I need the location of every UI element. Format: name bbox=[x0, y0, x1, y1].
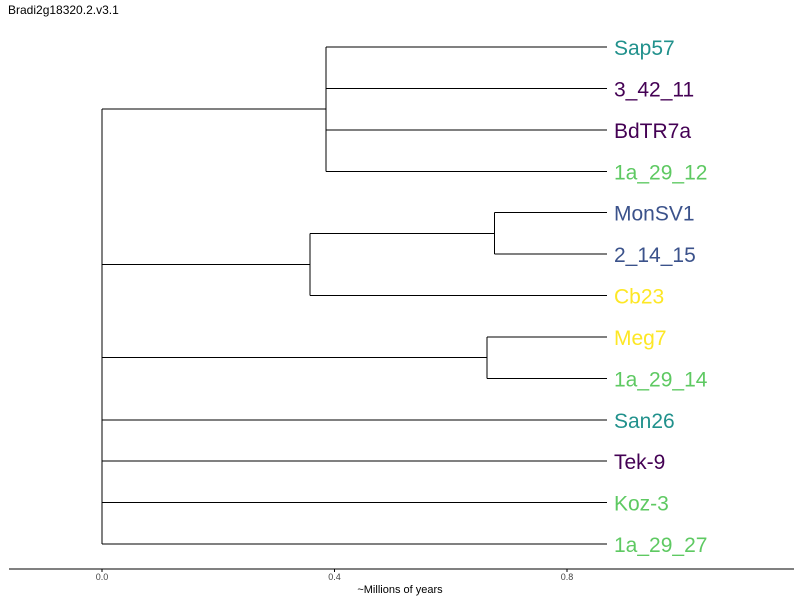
tip-labels: Sap57 3_42_11 BdTR7a 1a_29_12 MonSV1 2_14_15 C… bbox=[614, 37, 708, 557]
tip-label: Koz-3 bbox=[614, 493, 669, 516]
tree-title: Bradi2g18320.2.v3.1 bbox=[8, 3, 119, 17]
time-axis: 0.0 0.4 0.8 ~Millions of years bbox=[9, 568, 794, 596]
tip-label: Tek-9 bbox=[614, 451, 665, 474]
axis-tick-label: 0.4 bbox=[328, 572, 341, 582]
x-axis-label: ~Millions of years bbox=[357, 584, 443, 596]
tip-label: BdTR7a bbox=[614, 120, 691, 143]
axis-tick-label: 0.0 bbox=[96, 572, 109, 582]
tip-label: Cb23 bbox=[614, 286, 664, 309]
axis-tick-label: 0.8 bbox=[561, 572, 574, 582]
axis-ticks: 0.0 0.4 0.8 bbox=[96, 569, 574, 582]
tip-label: 2_14_15 bbox=[614, 244, 696, 267]
tip-label: 3_42_11 bbox=[614, 78, 694, 101]
tip-label: San26 bbox=[614, 410, 675, 433]
tip-label: MonSV1 bbox=[614, 203, 695, 226]
tip-label: Meg7 bbox=[614, 327, 667, 350]
tip-label: 1a_29_12 bbox=[614, 161, 707, 184]
tip-label: 1a_29_27 bbox=[614, 534, 707, 557]
tree-branches bbox=[101, 46, 607, 545]
tip-label: Sap57 bbox=[614, 37, 675, 60]
tip-label: 1a_29_14 bbox=[614, 368, 708, 391]
